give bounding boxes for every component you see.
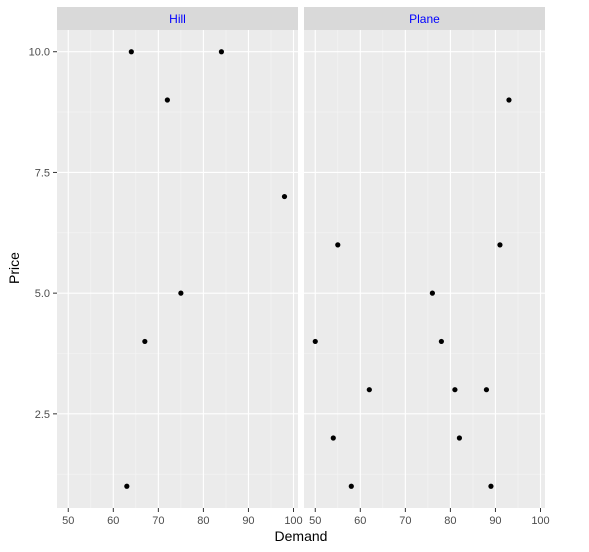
data-point [124,483,130,489]
data-point [335,242,341,248]
x-tick-label: 100 [284,515,302,527]
data-point [348,483,354,489]
facet-strip-label: Hill [169,12,186,26]
x-axis-title: Demand [275,528,328,544]
data-point [506,97,512,103]
data-point [281,193,288,200]
x-tick-label: 60 [107,515,119,527]
x-tick-label: 90 [489,515,501,527]
data-point [128,49,134,55]
facet-panel-plane: Plane [304,7,545,508]
data-point [497,242,503,248]
panel-background [304,30,545,508]
y-tick-label: 2.5 [35,409,50,421]
x-tick-label: 80 [197,515,209,527]
y-axis-title: Price [6,252,22,284]
data-point [488,483,494,489]
y-axis: 2.5 5.0 7.5 10.0 [29,47,57,421]
facet-panel-hill: Hill [57,7,298,508]
data-point [330,435,336,441]
data-point [438,338,444,345]
y-tick-label: 5.0 [35,288,50,300]
data-point [366,387,372,393]
x-tick-label: 70 [152,515,164,527]
x-tick-label: 90 [242,515,254,527]
data-point [142,338,148,345]
y-tick-label: 7.5 [35,167,50,179]
facet-strip-label: Plane [409,12,440,26]
data-point [178,290,184,296]
data-point [164,97,170,103]
facet-panels: Hill Plane [57,7,545,508]
y-tick-label: 10.0 [29,47,50,59]
x-tick-label: 50 [309,515,321,527]
facet-strip [57,7,298,30]
data-point [312,338,318,345]
data-point [483,387,490,393]
data-point [452,387,458,393]
panel-background [57,30,298,508]
x-tick-label: 100 [531,515,549,527]
x-tick-label: 70 [399,515,411,527]
facet-strip [304,7,545,30]
x-tick-label: 80 [444,515,456,527]
x-axis: 50 60 70 80 90 100 50 60 70 80 90 100 [62,508,550,527]
data-point [218,49,225,55]
x-tick-label: 50 [62,515,74,527]
data-point [456,435,463,441]
x-tick-label: 60 [354,515,366,527]
data-point [429,290,435,296]
